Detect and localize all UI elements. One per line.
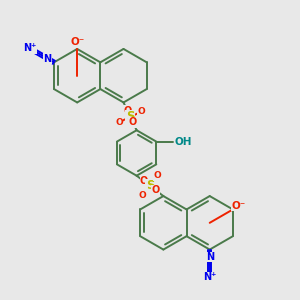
Text: S: S — [126, 110, 135, 123]
Text: S: S — [146, 179, 154, 192]
Text: O: O — [139, 191, 146, 200]
Text: O: O — [154, 172, 161, 181]
Text: O: O — [115, 118, 123, 127]
Text: O⁻: O⁻ — [70, 38, 84, 47]
Text: N⁺: N⁺ — [203, 272, 216, 282]
Text: OH: OH — [174, 136, 192, 147]
Text: O: O — [129, 118, 137, 128]
Text: O: O — [140, 176, 148, 186]
Text: O⁻: O⁻ — [231, 201, 245, 211]
Text: O: O — [138, 107, 146, 116]
Text: N: N — [206, 252, 214, 262]
Text: O: O — [152, 185, 160, 195]
Text: N: N — [44, 54, 52, 64]
Text: O: O — [123, 106, 132, 116]
Text: N⁺: N⁺ — [23, 44, 37, 53]
